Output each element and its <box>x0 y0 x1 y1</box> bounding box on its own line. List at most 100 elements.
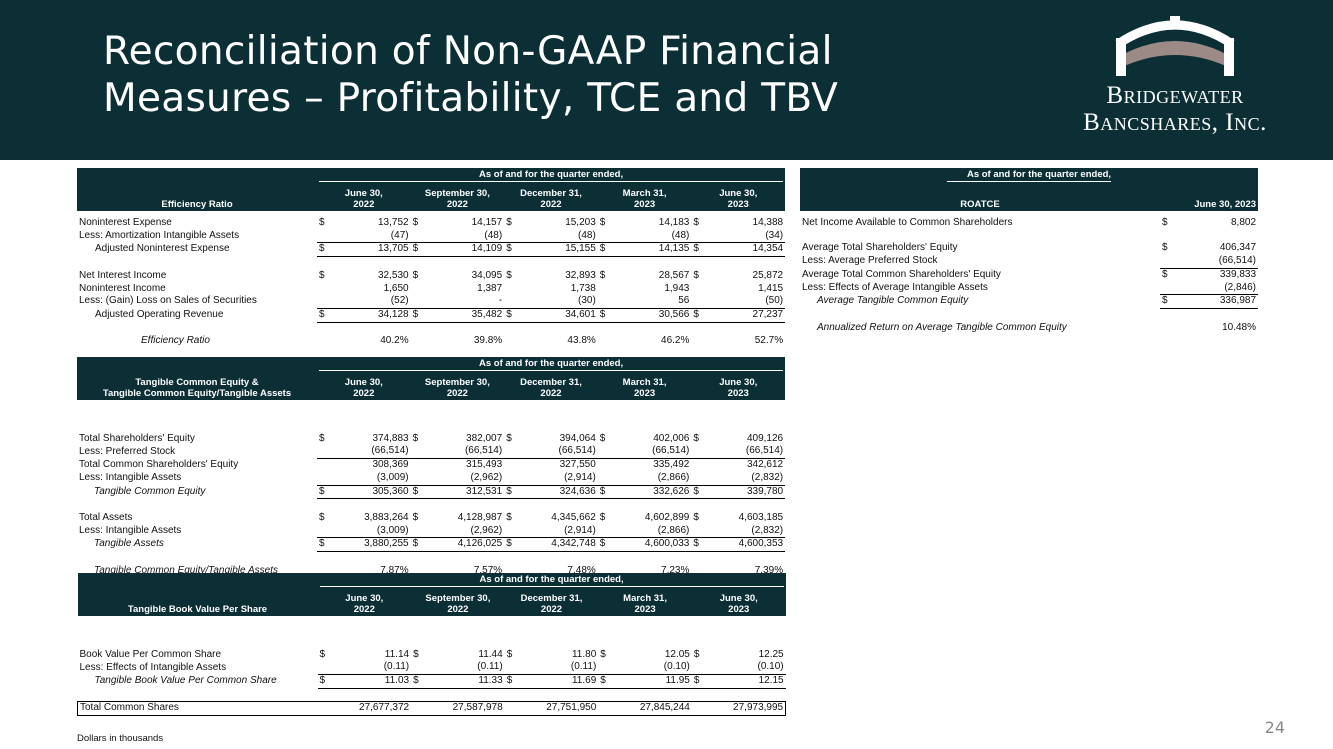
header-label: Tangible Book Value Per Share <box>77 587 318 616</box>
data-row: Less: Effects of Intangible Assets (0.11)… <box>78 661 786 674</box>
data-row: Tangible Common Equity $305,360 $312,531 $3… <box>77 484 786 500</box>
currency-symbol <box>411 295 437 308</box>
column-header-line: December 31, <box>520 593 583 604</box>
value: (66,514) <box>558 445 596 457</box>
value: 11.14 <box>384 648 410 660</box>
column-header-line: March 31, <box>622 377 667 388</box>
currency-symbol: $ <box>319 648 326 660</box>
header-label: Tangible Common Equity & Tangible Common … <box>77 371 317 400</box>
value: 4,600,353 <box>717 537 786 552</box>
row-label: Less: Average Preferred Stock <box>802 255 938 267</box>
currency-symbol <box>598 525 624 538</box>
row-label: Less: Intangible Assets <box>79 472 182 484</box>
currency-symbol <box>598 295 624 308</box>
currency-symbol <box>504 458 531 472</box>
value: 32,893 <box>565 269 596 281</box>
row-label: Average Tangible Common Equity <box>817 295 969 307</box>
header-label-line: Tangible Common Equity & <box>135 377 259 388</box>
column-header-line: 2022 <box>353 388 375 399</box>
value: 1,415 <box>758 282 784 294</box>
currency-symbol <box>1160 282 1180 295</box>
column-header: June 30, 2023 <box>691 587 786 616</box>
currency-symbol <box>691 445 717 458</box>
value: 14,109 <box>436 242 505 258</box>
currency-symbol: $ <box>599 432 606 444</box>
super-header: As of and for the quarter ended, <box>319 574 784 587</box>
column-header-line: 2022 <box>540 604 563 615</box>
value: (0.11) <box>477 661 503 673</box>
value: 4,126,025 <box>436 537 505 552</box>
spacer <box>800 308 1258 321</box>
header-label: ROATCE <box>800 182 1160 211</box>
currency-symbol <box>317 230 343 243</box>
spacer-row <box>77 322 785 335</box>
value: 305,360 <box>343 484 411 500</box>
data-row: Less: Preferred Stock (66,514) (66,514) (66… <box>77 445 785 458</box>
value: 382,007 <box>466 432 503 444</box>
tce-table: As of and for the quarter ended, Tangible… <box>77 357 786 578</box>
value: (0.11) <box>570 661 597 673</box>
value: 25,872 <box>752 269 784 281</box>
value: 324,636 <box>530 484 598 500</box>
header-row: As of and for the quarter ended, <box>77 573 786 587</box>
column-header: September 30, 2022 <box>410 182 505 211</box>
value: 40.2% <box>380 335 409 347</box>
currency-symbol <box>411 472 437 485</box>
data-row: Tangible Common Equity/Tangible Assets 7.… <box>77 565 785 578</box>
data-row: Less: Average Preferred Stock (66,514) <box>800 255 1258 268</box>
spacer-row <box>77 552 785 565</box>
currency-symbol <box>505 661 531 674</box>
value: 1,650 <box>383 282 409 294</box>
value: (2,846) <box>1224 281 1257 293</box>
column-header: March 31, 2023 <box>597 371 692 400</box>
currency-symbol: $ <box>597 242 624 258</box>
spacer-row <box>77 420 785 433</box>
value: (2,832) <box>751 524 784 536</box>
value: (66,514) <box>1218 255 1257 267</box>
currency-symbol <box>691 525 717 538</box>
value: 27,587,978 <box>437 701 505 717</box>
value: 43.8% <box>567 335 596 347</box>
header-row: ROATCE June 30, 2023 <box>800 182 1259 211</box>
data-row: Average Total Shareholders' Equity $406,3… <box>800 242 1258 255</box>
currency-symbol: $ <box>691 537 718 552</box>
currency-symbol <box>411 230 437 243</box>
value: 11.69 <box>530 674 599 689</box>
currency-symbol <box>504 525 530 538</box>
currency-symbol <box>317 295 343 308</box>
currency-symbol: $ <box>506 217 512 228</box>
currency-symbol <box>1160 322 1180 335</box>
column-header: June 30, 2022 <box>317 182 411 211</box>
spacer-row <box>78 616 786 636</box>
currency-symbol: $ <box>506 648 513 660</box>
header-row: Efficiency Ratio June 30, 2022 September 30… <box>77 182 786 211</box>
currency-symbol <box>598 661 624 674</box>
currency-symbol: $ <box>693 432 699 444</box>
spacer <box>800 230 1258 243</box>
currency-symbol: $ <box>317 307 343 323</box>
value: 7.48% <box>567 564 596 576</box>
currency-symbol: $ <box>693 269 699 281</box>
value: 4,603,185 <box>738 511 784 523</box>
value: 46.2% <box>661 335 690 347</box>
column-header: December 31, 2022 <box>504 587 599 616</box>
header-band: Reconciliation of Non-GAAP Financial Mea… <box>0 0 1333 160</box>
currency-symbol <box>317 445 343 458</box>
currency-symbol <box>317 458 343 472</box>
data-row: Less: Effects of Average Intangible Asse… <box>800 282 1258 295</box>
data-row: Average Total Common Shareholders' Equit… <box>800 267 1259 282</box>
value: (48) <box>671 229 690 241</box>
value: (34) <box>765 229 784 241</box>
column-header-line: June 30, <box>719 188 758 199</box>
value: 30,566 <box>623 307 692 323</box>
currency-symbol: $ <box>504 307 531 323</box>
value: 4,128,987 <box>457 511 503 523</box>
row-label: Net Interest Income <box>79 269 167 281</box>
row-label: Less: Intangible Assets <box>79 524 182 536</box>
spacer <box>77 400 785 420</box>
currency-symbol <box>504 472 530 485</box>
value: 32,530 <box>378 269 409 281</box>
title-line: Reconciliation of Non-GAAP Financial <box>103 29 833 74</box>
column-header: December 31, 2022 <box>504 182 598 211</box>
data-row: Efficiency Ratio 40.2% 39.8% 43.8% 46.2% 52.7… <box>77 335 785 348</box>
